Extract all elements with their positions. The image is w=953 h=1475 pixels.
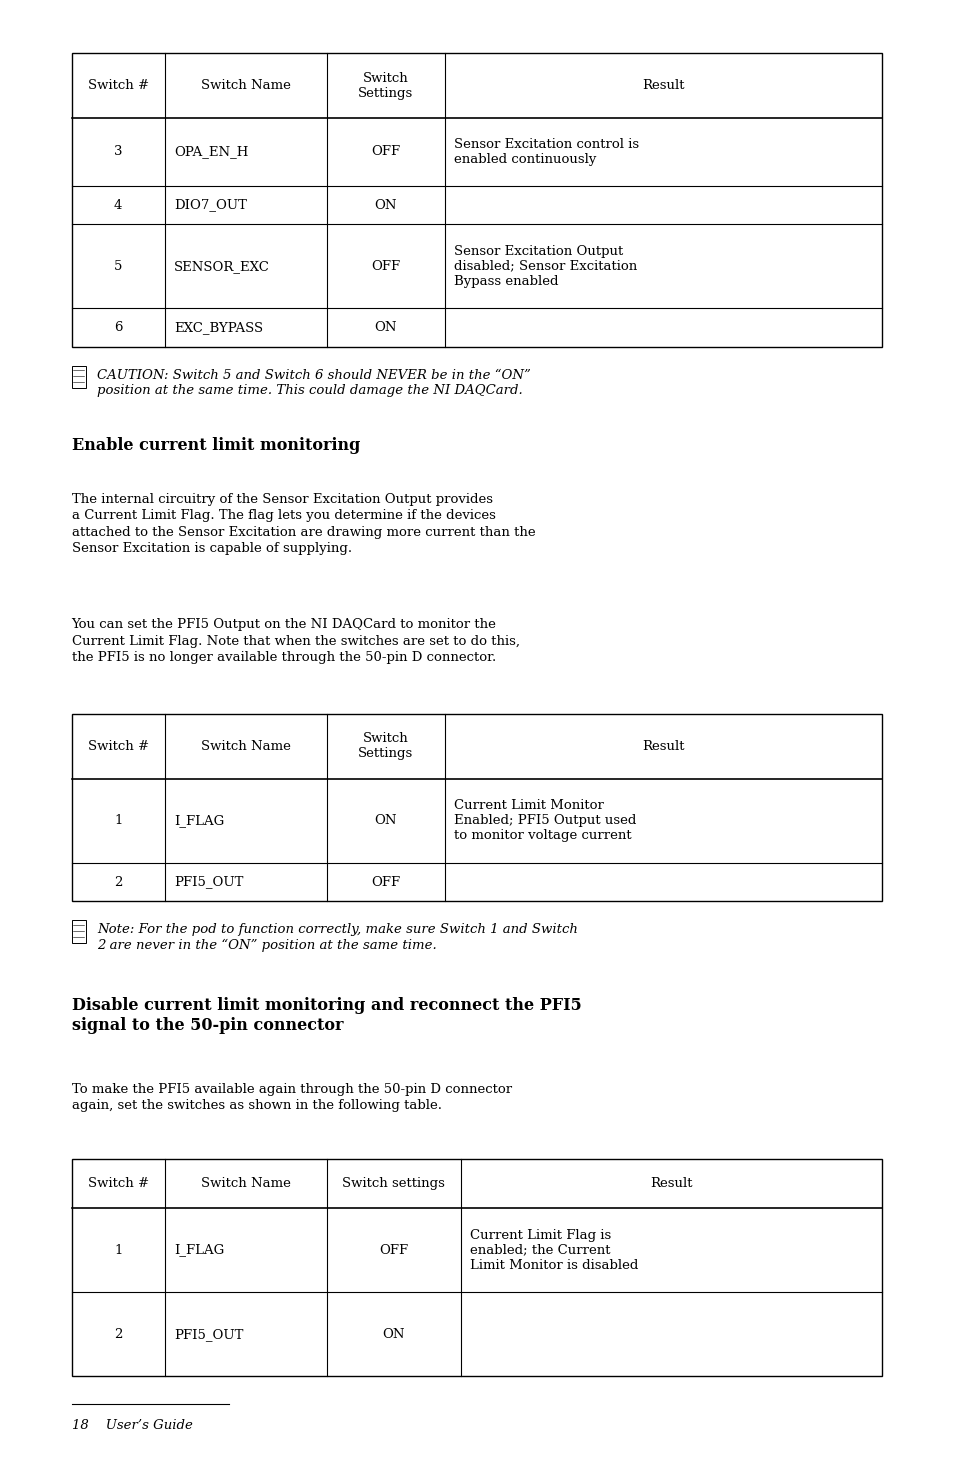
Text: 4: 4 — [113, 199, 122, 211]
Text: OPA_EN_H: OPA_EN_H — [174, 146, 249, 158]
Text: Switch
Settings: Switch Settings — [357, 72, 413, 99]
Bar — [71, 920, 86, 943]
Text: Current Limit Monitor
Enabled; PFI5 Output used
to monitor voltage current: Current Limit Monitor Enabled; PFI5 Outp… — [454, 799, 636, 842]
Text: OFF: OFF — [371, 876, 400, 888]
Text: SENSOR_EXC: SENSOR_EXC — [174, 260, 270, 273]
Text: Switch Name: Switch Name — [201, 80, 291, 91]
Text: ON: ON — [375, 322, 396, 333]
Text: Switch
Settings: Switch Settings — [357, 733, 413, 760]
Text: OFF: OFF — [371, 146, 400, 158]
Text: Switch #: Switch # — [88, 80, 149, 91]
Text: Enable current limit monitoring: Enable current limit monitoring — [71, 437, 359, 454]
Bar — [71, 1159, 882, 1376]
Bar — [71, 53, 882, 347]
Text: 3: 3 — [113, 146, 122, 158]
Text: 6: 6 — [113, 322, 122, 333]
Text: 18    User’s Guide: 18 User’s Guide — [71, 1419, 193, 1432]
Text: Note: For the pod to function correctly, make sure Switch 1 and Switch
2 are nev: Note: For the pod to function correctly,… — [97, 923, 578, 951]
Text: Sensor Excitation Output
disabled; Sensor Excitation
Bypass enabled: Sensor Excitation Output disabled; Senso… — [454, 245, 637, 288]
Text: I_FLAG: I_FLAG — [174, 1243, 224, 1257]
Bar — [71, 714, 882, 901]
Text: CAUTION: Switch 5 and Switch 6 should NEVER be in the “ON”
position at the same : CAUTION: Switch 5 and Switch 6 should NE… — [97, 369, 531, 397]
Text: I_FLAG: I_FLAG — [174, 814, 224, 827]
Text: ON: ON — [375, 814, 396, 827]
Text: DIO7_OUT: DIO7_OUT — [174, 199, 247, 211]
Text: Switch Name: Switch Name — [201, 740, 291, 752]
Text: OFF: OFF — [371, 260, 400, 273]
Text: 1: 1 — [113, 814, 122, 827]
Text: Sensor Excitation control is
enabled continuously: Sensor Excitation control is enabled con… — [454, 139, 639, 165]
Text: To make the PFI5 available again through the 50-pin D connector
again, set the s: To make the PFI5 available again through… — [71, 1083, 511, 1112]
Text: ON: ON — [382, 1328, 405, 1341]
Text: Result: Result — [650, 1177, 692, 1190]
Text: PFI5_OUT: PFI5_OUT — [174, 876, 243, 888]
Text: 2: 2 — [113, 1328, 122, 1341]
Text: ON: ON — [375, 199, 396, 211]
Text: Switch #: Switch # — [88, 1177, 149, 1190]
Text: Switch settings: Switch settings — [342, 1177, 445, 1190]
Text: 1: 1 — [113, 1243, 122, 1257]
Text: 2: 2 — [113, 876, 122, 888]
Text: Switch #: Switch # — [88, 740, 149, 752]
Text: You can set the PFI5 Output on the NI DAQCard to monitor the
Current Limit Flag.: You can set the PFI5 Output on the NI DA… — [71, 618, 519, 664]
Text: EXC_BYPASS: EXC_BYPASS — [174, 322, 263, 333]
Text: PFI5_OUT: PFI5_OUT — [174, 1328, 243, 1341]
Text: Current Limit Flag is
enabled; the Current
Limit Monitor is disabled: Current Limit Flag is enabled; the Curre… — [470, 1229, 638, 1271]
Text: Switch Name: Switch Name — [201, 1177, 291, 1190]
Text: OFF: OFF — [379, 1243, 408, 1257]
Text: Result: Result — [641, 740, 684, 752]
Text: Result: Result — [641, 80, 684, 91]
Text: Disable current limit monitoring and reconnect the PFI5
signal to the 50-pin con: Disable current limit monitoring and rec… — [71, 997, 580, 1034]
Text: 5: 5 — [113, 260, 122, 273]
Text: The internal circuitry of the Sensor Excitation Output provides
a Current Limit : The internal circuitry of the Sensor Exc… — [71, 493, 535, 555]
Bar — [71, 366, 86, 388]
